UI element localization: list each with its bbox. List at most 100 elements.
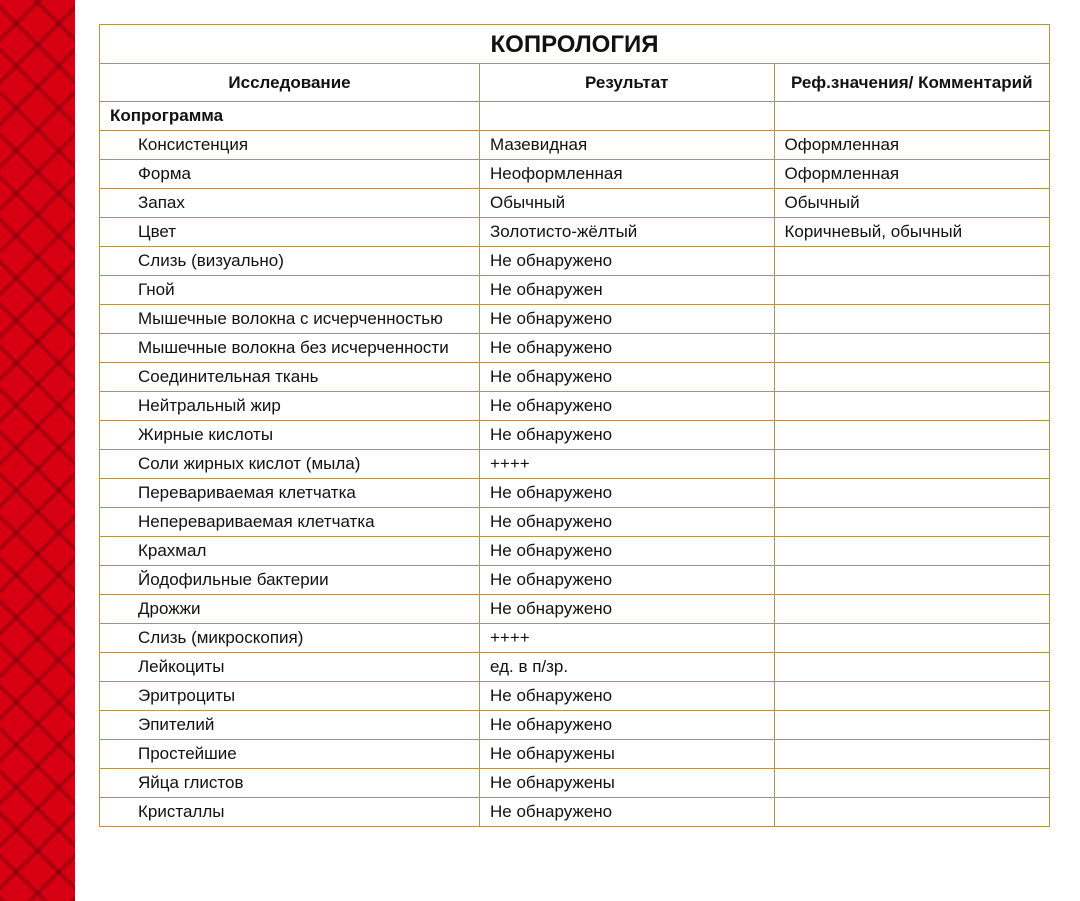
cell-result: Золотисто-жёлтый	[480, 218, 775, 247]
cell-study: Гной	[100, 276, 480, 305]
cell-result: Не обнаружено	[480, 682, 775, 711]
table-row: ДрожжиНе обнаружено	[100, 595, 1050, 624]
page: КОПРОЛОГИЯ Исследование Результат Реф.зн…	[0, 0, 1080, 901]
cell-study: Эпителий	[100, 711, 480, 740]
cell-ref: Обычный	[774, 189, 1050, 218]
cell-study: Лейкоциты	[100, 653, 480, 682]
table-row: Соединительная тканьНе обнаружено	[100, 363, 1050, 392]
header-result: Результат	[480, 64, 775, 102]
cell-result: ++++	[480, 450, 775, 479]
cell-ref	[774, 624, 1050, 653]
cell-ref	[774, 392, 1050, 421]
cell-study: Простейшие	[100, 740, 480, 769]
cell-ref: Оформленная	[774, 131, 1050, 160]
cell-result: Не обнаружено	[480, 392, 775, 421]
cell-result: Не обнаружено	[480, 798, 775, 827]
table-row: Мышечные волокна с исчерченностьюНе обна…	[100, 305, 1050, 334]
cell-result: Не обнаружено	[480, 421, 775, 450]
cell-ref	[774, 769, 1050, 798]
table-row: Нейтральный жирНе обнаружено	[100, 392, 1050, 421]
cell-study: Цвет	[100, 218, 480, 247]
cell-ref: Коричневый, обычный	[774, 218, 1050, 247]
cell-study: Неперевариваемая клетчатка	[100, 508, 480, 537]
table-row: Слизь (визуально)Не обнаружено	[100, 247, 1050, 276]
cell-study: Соли жирных кислот (мыла)	[100, 450, 480, 479]
cell-study: Эритроциты	[100, 682, 480, 711]
table-row: Неперевариваемая клетчаткаНе обнаружено	[100, 508, 1050, 537]
table-title: КОПРОЛОГИЯ	[100, 25, 1050, 64]
cell-ref	[774, 276, 1050, 305]
cell-ref	[774, 450, 1050, 479]
cell-result: Неоформленная	[480, 160, 775, 189]
decorative-red-sidebar	[0, 0, 75, 901]
cell-result: Не обнаружено	[480, 711, 775, 740]
coprology-table: КОПРОЛОГИЯ Исследование Результат Реф.зн…	[99, 24, 1050, 827]
section-result-empty	[480, 102, 775, 131]
cell-ref	[774, 682, 1050, 711]
table-row: ЭпителийНе обнаружено	[100, 711, 1050, 740]
cell-result: Не обнаружено	[480, 363, 775, 392]
table-row: КрахмалНе обнаружено	[100, 537, 1050, 566]
cell-ref	[774, 711, 1050, 740]
cell-study: Крахмал	[100, 537, 480, 566]
cell-ref	[774, 334, 1050, 363]
cell-study: Мышечные волокна без исчерченности	[100, 334, 480, 363]
cell-ref	[774, 653, 1050, 682]
cell-study: Йодофильные бактерии	[100, 566, 480, 595]
cell-study: Мышечные волокна с исчерченностью	[100, 305, 480, 334]
cell-ref	[774, 595, 1050, 624]
table-row: Перевариваемая клетчаткаНе обнаружено	[100, 479, 1050, 508]
cell-study: Жирные кислоты	[100, 421, 480, 450]
cell-study: Перевариваемая клетчатка	[100, 479, 480, 508]
cell-ref	[774, 421, 1050, 450]
cell-study: Яйца глистов	[100, 769, 480, 798]
table-row: КонсистенцияМазевиднаяОформленная	[100, 131, 1050, 160]
cell-study: Форма	[100, 160, 480, 189]
table-row: Жирные кислотыНе обнаружено	[100, 421, 1050, 450]
section-row: Копрограмма	[100, 102, 1050, 131]
content-area: КОПРОЛОГИЯ Исследование Результат Реф.зн…	[75, 0, 1080, 901]
cell-study: Кристаллы	[100, 798, 480, 827]
cell-result: Не обнаружены	[480, 769, 775, 798]
table-row: Яйца глистовНе обнаружены	[100, 769, 1050, 798]
cell-result: ++++	[480, 624, 775, 653]
cell-study: Слизь (микроскопия)	[100, 624, 480, 653]
cell-ref	[774, 479, 1050, 508]
table-row: ПростейшиеНе обнаружены	[100, 740, 1050, 769]
cell-result: Не обнаружен	[480, 276, 775, 305]
cell-study: Слизь (визуально)	[100, 247, 480, 276]
title-row: КОПРОЛОГИЯ	[100, 25, 1050, 64]
cell-ref	[774, 508, 1050, 537]
cell-ref	[774, 247, 1050, 276]
table-row: Соли жирных кислот (мыла)++++	[100, 450, 1050, 479]
cell-result: ед. в п/зр.	[480, 653, 775, 682]
cell-result: Не обнаружено	[480, 305, 775, 334]
cell-result: Не обнаружено	[480, 566, 775, 595]
cell-result: Не обнаружено	[480, 595, 775, 624]
table-row: ЭритроцитыНе обнаружено	[100, 682, 1050, 711]
header-study: Исследование	[100, 64, 480, 102]
cell-result: Не обнаружено	[480, 334, 775, 363]
cell-study: Дрожжи	[100, 595, 480, 624]
cell-ref	[774, 305, 1050, 334]
cell-result: Обычный	[480, 189, 775, 218]
cell-result: Не обнаружено	[480, 508, 775, 537]
cell-ref: Оформленная	[774, 160, 1050, 189]
cell-result: Не обнаружено	[480, 247, 775, 276]
table-row: Йодофильные бактерииНе обнаружено	[100, 566, 1050, 595]
table-row: КристаллыНе обнаружено	[100, 798, 1050, 827]
table-row: Лейкоцитыед. в п/зр.	[100, 653, 1050, 682]
cell-study: Нейтральный жир	[100, 392, 480, 421]
cell-study: Запах	[100, 189, 480, 218]
table-row: Мышечные волокна без исчерченностиНе обн…	[100, 334, 1050, 363]
cell-study: Консистенция	[100, 131, 480, 160]
table-row: ФормаНеоформленнаяОформленная	[100, 160, 1050, 189]
cell-study: Соединительная ткань	[100, 363, 480, 392]
cell-ref	[774, 537, 1050, 566]
table-row: Слизь (микроскопия)++++	[100, 624, 1050, 653]
table-row: ЦветЗолотисто-жёлтыйКоричневый, обычный	[100, 218, 1050, 247]
cell-ref	[774, 798, 1050, 827]
section-ref-empty	[774, 102, 1050, 131]
section-label: Копрограмма	[100, 102, 480, 131]
cell-result: Мазевидная	[480, 131, 775, 160]
